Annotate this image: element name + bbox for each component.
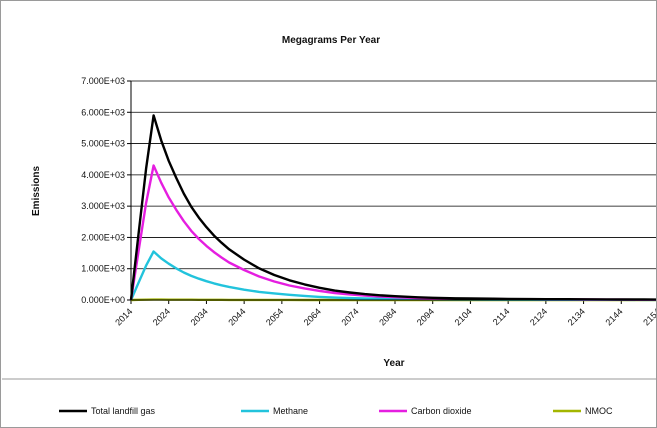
y-tick-label: 0.000E+00 bbox=[81, 295, 125, 305]
x-tick-labels: 2014 2024 2034 2044 2054 2064 2074 2084 2094 2104… bbox=[113, 306, 656, 327]
x-tick-label: 2074 bbox=[339, 306, 360, 327]
y-tick-label: 2.000E+03 bbox=[81, 232, 125, 242]
legend: Total landfill gas Methane Carbon dioxide N… bbox=[59, 406, 613, 416]
x-tick-label: 2034 bbox=[189, 306, 210, 327]
legend-label: Total landfill gas bbox=[91, 406, 156, 416]
y-tick-label: 6.000E+03 bbox=[81, 107, 125, 117]
y-tick-label: 1.000E+03 bbox=[81, 264, 125, 274]
axes bbox=[130, 81, 656, 301]
series-line-carbon-dioxide bbox=[129, 164, 656, 301]
x-tick-label: 2154 bbox=[641, 306, 656, 327]
grid bbox=[127, 80, 656, 304]
legend-label: Carbon dioxide bbox=[411, 406, 472, 416]
x-tick-label: 2084 bbox=[377, 306, 398, 327]
x-axis-label: Year bbox=[383, 358, 404, 369]
y-tick-label: 4.000E+03 bbox=[81, 170, 125, 180]
legend-label: Methane bbox=[273, 406, 308, 416]
series-line-total-landfill-gas bbox=[129, 114, 656, 301]
series-lines bbox=[129, 114, 656, 302]
x-tick-label: 2054 bbox=[264, 306, 285, 327]
x-tick-label: 2094 bbox=[415, 306, 436, 327]
y-tick-label: 5.000E+03 bbox=[81, 139, 125, 149]
chart-title: Megagrams Per Year bbox=[282, 35, 380, 46]
y-tick-label: 3.000E+03 bbox=[81, 201, 125, 211]
x-tick-label: 2064 bbox=[302, 306, 323, 327]
x-tick-label: 2144 bbox=[603, 306, 624, 327]
x-tick-label: 2044 bbox=[226, 306, 247, 327]
x-tick-label: 2124 bbox=[528, 306, 549, 327]
y-tick-labels: 0.000E+00 1.000E+03 2.000E+03 3.000E+03 4.00… bbox=[81, 76, 125, 305]
x-tick-label: 2134 bbox=[566, 306, 587, 327]
x-tick-label: 2014 bbox=[113, 306, 134, 327]
x-tick-label: 2024 bbox=[151, 306, 172, 327]
legend-label: NMOC bbox=[585, 406, 613, 416]
series-line-methane bbox=[129, 250, 656, 302]
x-tick-label: 2104 bbox=[453, 306, 474, 327]
x-tick-label: 2114 bbox=[491, 306, 512, 327]
y-tick-label: 7.000E+03 bbox=[81, 76, 125, 86]
y-axis-label: Emissions bbox=[31, 166, 42, 216]
